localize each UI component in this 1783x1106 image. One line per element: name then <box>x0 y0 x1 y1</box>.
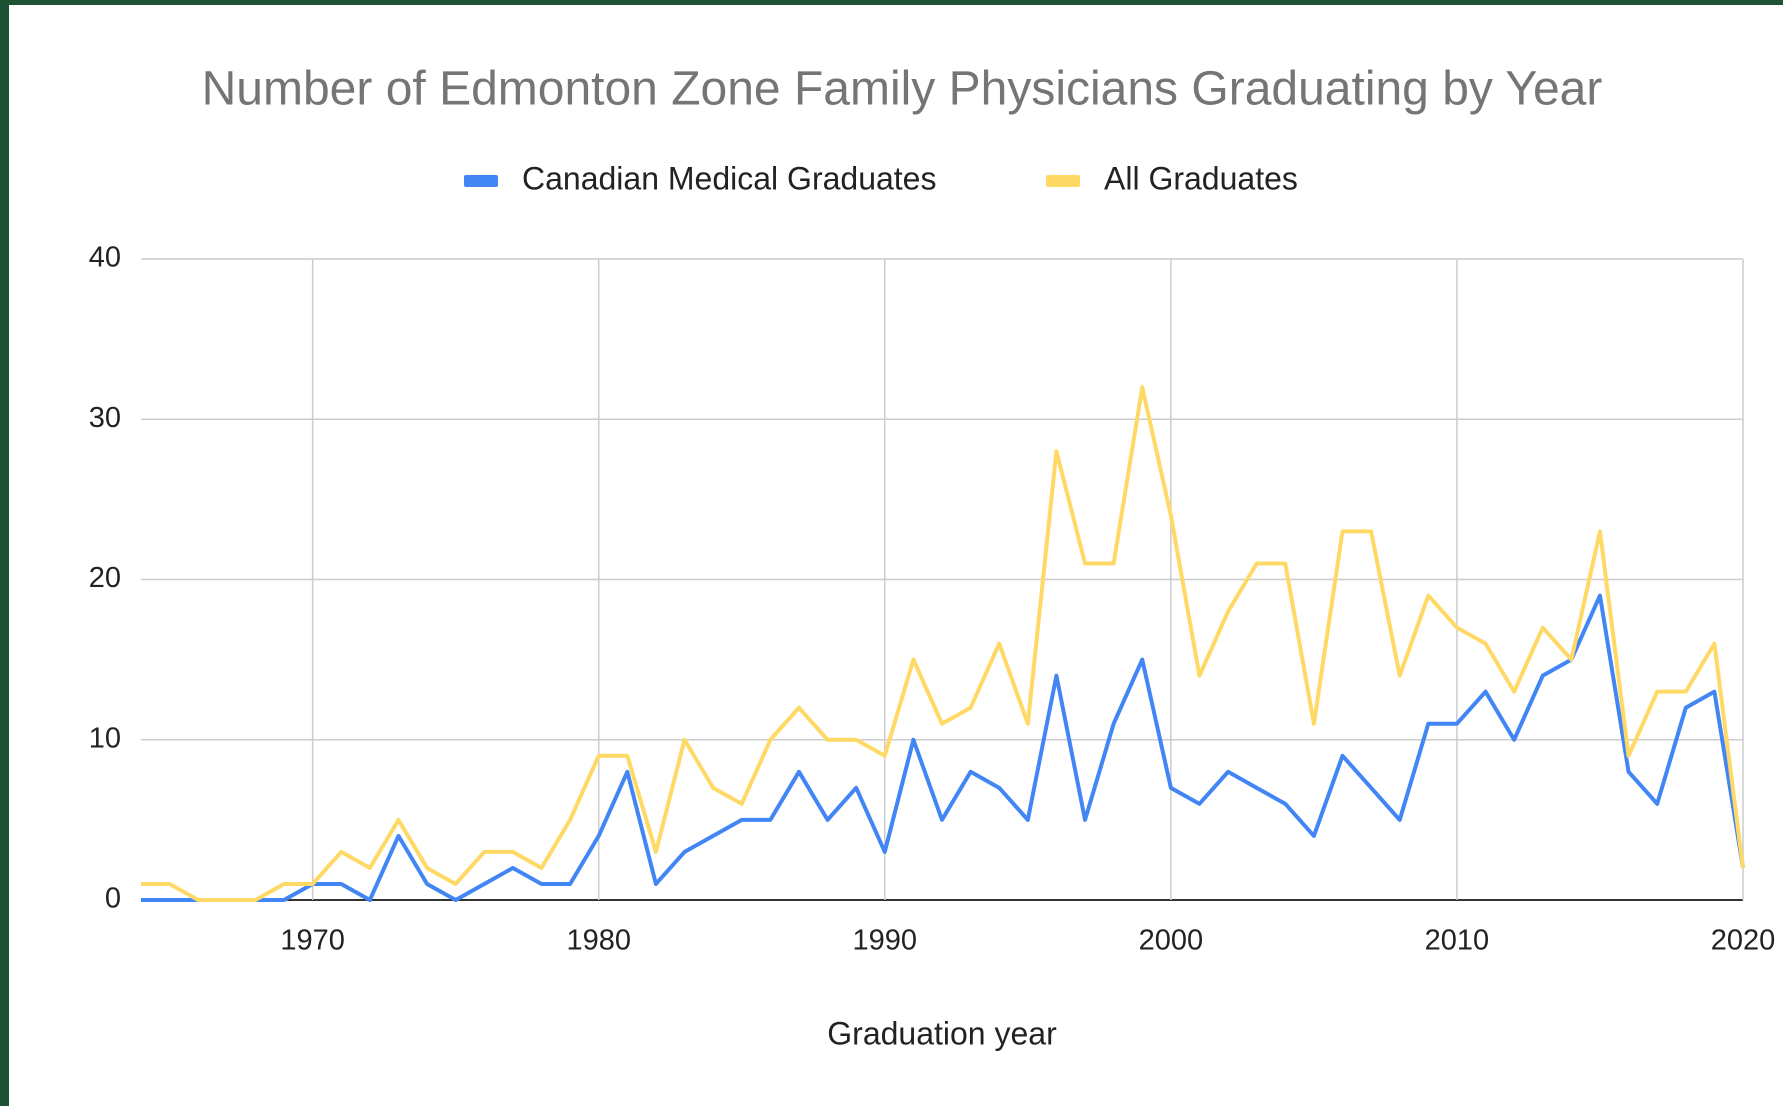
legend-label: Canadian Medical Graduates <box>522 160 936 196</box>
legend-label: All Graduates <box>1104 160 1298 196</box>
chart-title: Number of Edmonton Zone Family Physician… <box>202 63 1603 116</box>
x-tick-label: 1990 <box>853 925 918 957</box>
series-line <box>141 593 1745 902</box>
x-axis-title: Graduation year <box>827 1015 1057 1051</box>
x-tick-label: 2010 <box>1425 925 1490 957</box>
y-tick-label: 30 <box>89 402 121 434</box>
y-tick-label: 20 <box>89 562 121 594</box>
legend-swatch <box>1046 175 1080 187</box>
series-line <box>141 385 1745 902</box>
y-tick-label: 10 <box>89 722 121 754</box>
chart-background <box>9 5 1783 1106</box>
legend-swatch <box>464 175 498 187</box>
y-tick-label: 40 <box>89 242 121 274</box>
x-tick-label: 2020 <box>1711 925 1776 957</box>
x-tick-label: 1970 <box>280 925 345 957</box>
y-tick-label: 0 <box>105 883 121 915</box>
x-tick-label: 2000 <box>1139 925 1204 957</box>
x-tick-label: 1980 <box>566 925 631 957</box>
